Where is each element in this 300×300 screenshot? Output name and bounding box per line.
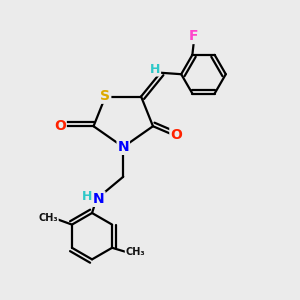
Text: CH₃: CH₃ — [125, 247, 145, 256]
Text: S: S — [100, 89, 110, 103]
Text: F: F — [189, 29, 199, 43]
Text: O: O — [170, 128, 182, 142]
Text: H: H — [150, 63, 160, 76]
Text: H: H — [82, 190, 92, 203]
Text: N: N — [117, 140, 129, 154]
Text: CH₃: CH₃ — [38, 213, 58, 223]
Text: N: N — [93, 192, 105, 206]
Text: O: O — [54, 119, 66, 133]
